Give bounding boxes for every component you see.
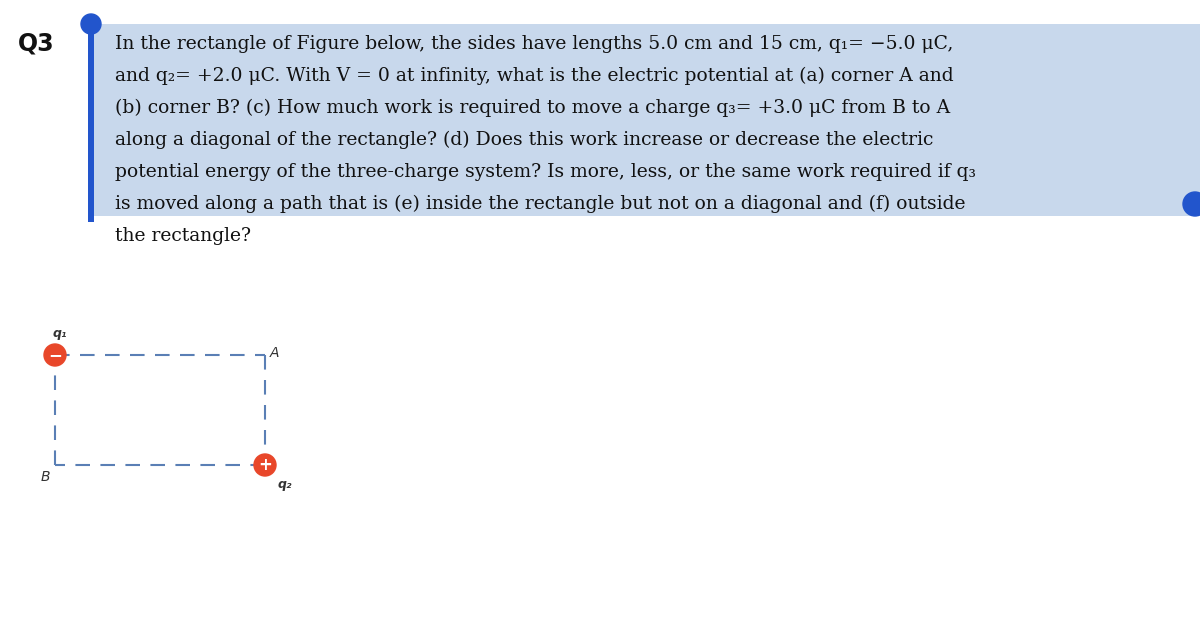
Text: +: + — [258, 456, 272, 474]
Bar — [94, 120, 1200, 152]
Bar — [88, 24, 94, 222]
Bar — [94, 24, 1200, 56]
Bar — [94, 152, 1200, 184]
Text: the rectangle?: the rectangle? — [115, 227, 251, 245]
Circle shape — [44, 344, 66, 366]
Text: B: B — [41, 470, 50, 484]
Circle shape — [1183, 192, 1200, 216]
Text: A: A — [270, 346, 280, 360]
Text: (b) corner B? (c) How much work is required to move a charge q₃= +3.0 μC from B : (b) corner B? (c) How much work is requi… — [115, 99, 950, 117]
Bar — [94, 88, 1200, 120]
Text: Q3: Q3 — [18, 32, 55, 56]
Bar — [94, 56, 1200, 88]
Bar — [94, 184, 1200, 216]
Text: and q₂= +2.0 μC. With V = 0 at infinity, what is the electric potential at (a) c: and q₂= +2.0 μC. With V = 0 at infinity,… — [115, 67, 954, 85]
Circle shape — [254, 454, 276, 476]
Circle shape — [82, 14, 101, 34]
Text: is moved along a path that is (e) inside the rectangle but not on a diagonal and: is moved along a path that is (e) inside… — [115, 195, 966, 213]
Text: potential energy of the three-charge system? Is more, less, or the same work req: potential energy of the three-charge sys… — [115, 163, 976, 181]
Text: along a diagonal of the rectangle? (d) Does this work increase or decrease the e: along a diagonal of the rectangle? (d) D… — [115, 131, 934, 149]
Text: q₁: q₁ — [53, 327, 67, 340]
Text: In the rectangle of Figure below, the sides have lengths 5.0 cm and 15 cm, q₁= −: In the rectangle of Figure below, the si… — [115, 35, 953, 53]
Text: −: − — [48, 346, 62, 364]
Text: q₂: q₂ — [278, 478, 293, 491]
